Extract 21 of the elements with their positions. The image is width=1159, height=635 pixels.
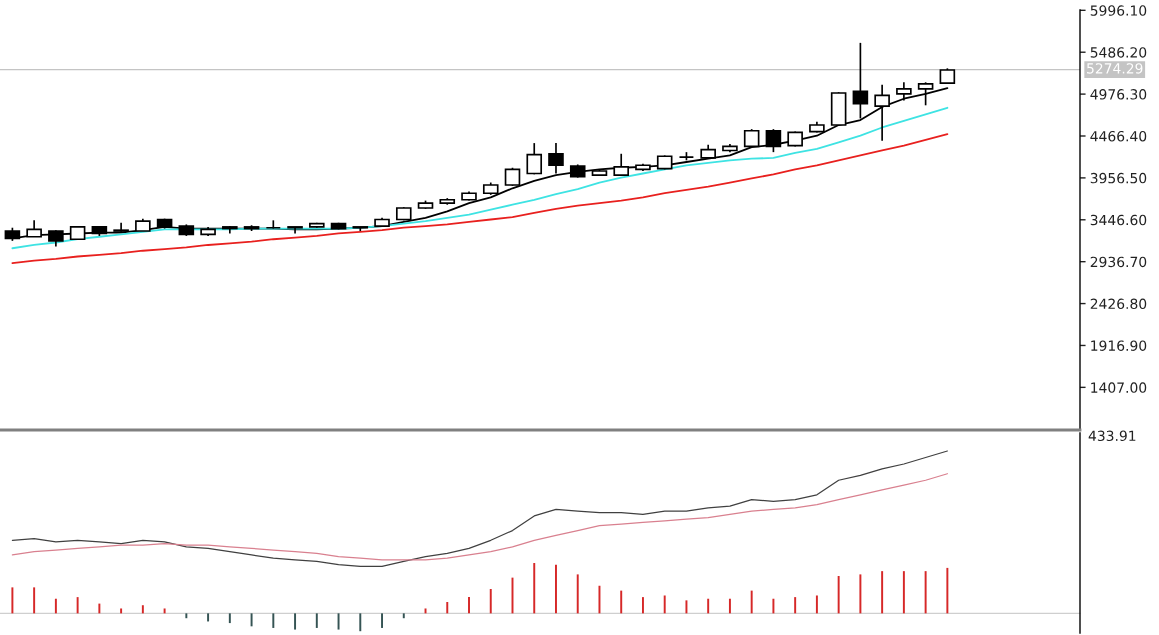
candlestick <box>265 219 282 230</box>
ref-line-label: 5274.29 <box>1087 63 1143 74</box>
y-tick-label: 4976.30 <box>1090 89 1147 100</box>
line-series <box>11 133 949 264</box>
candlestick <box>504 166 521 187</box>
candlestick <box>613 152 630 177</box>
candlestick <box>526 142 543 176</box>
y-tick-label: 2936.70 <box>1090 256 1147 268</box>
y-tick-label: 1916.90 <box>1091 340 1147 351</box>
y-tick-label: 2426.80 <box>1090 298 1147 310</box>
candlestick <box>548 142 564 175</box>
y-tick-label: 3956.50 <box>1090 172 1147 184</box>
y-tick-label: 1407.00 <box>1091 382 1147 393</box>
y-tick-label: 4466.40 <box>1090 130 1147 142</box>
line-series <box>11 106 949 250</box>
candlestick <box>765 128 782 153</box>
text: 433.91 <box>1088 430 1136 442</box>
y-tick-label: 3446.60 <box>1090 214 1147 226</box>
y-tick-label: 5996.10 <box>1090 5 1147 16</box>
candlestick <box>743 128 760 149</box>
y-tick-label: 5486.20 <box>1090 47 1147 58</box>
